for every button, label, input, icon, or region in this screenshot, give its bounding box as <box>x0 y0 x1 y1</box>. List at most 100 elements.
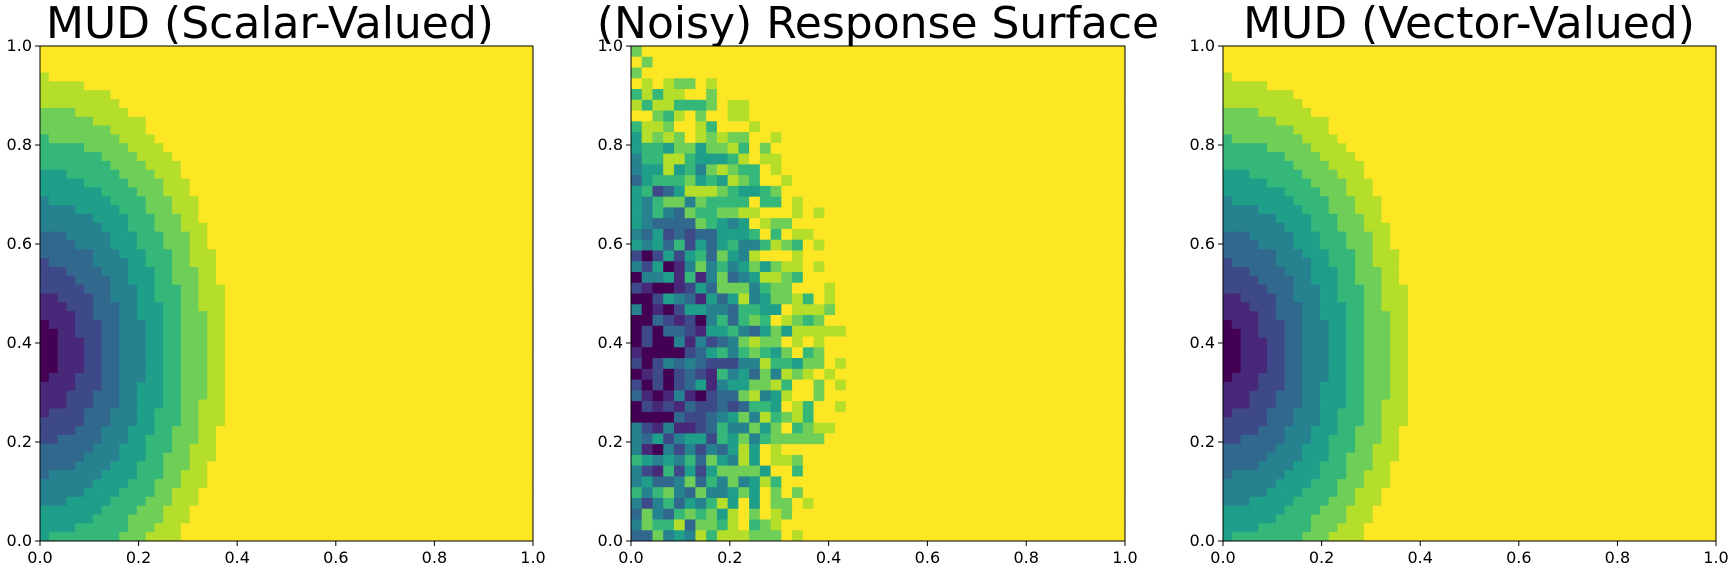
contour-cell <box>738 78 750 90</box>
contour-cell <box>942 358 954 370</box>
contour-cell <box>920 67 933 79</box>
contour-cell <box>856 164 868 176</box>
contour-cell <box>488 399 499 410</box>
contour-cell <box>260 355 270 365</box>
contour-cell <box>1082 164 1094 176</box>
contour-cell <box>84 213 94 224</box>
contour-cell <box>260 72 270 82</box>
contour-cell <box>365 302 376 312</box>
contour-cell <box>480 320 490 330</box>
contour-cell <box>251 390 261 401</box>
contour-cell <box>330 434 340 445</box>
contour-cell <box>453 470 464 480</box>
contour-cell <box>48 364 59 374</box>
contour-cell <box>128 72 138 82</box>
contour-cell <box>418 240 428 250</box>
contour-cell <box>286 346 296 356</box>
contour-cell <box>374 390 384 401</box>
contour-cell <box>207 275 217 286</box>
contour-cell <box>480 116 490 127</box>
contour-cell <box>910 282 922 295</box>
contour-cell <box>374 134 384 144</box>
contour-cell <box>277 160 288 171</box>
contour-cell <box>400 143 411 153</box>
contour-cell <box>233 364 244 374</box>
contour-cell <box>92 461 103 471</box>
contour-cell <box>339 152 349 162</box>
contour-cell <box>75 443 85 454</box>
contour-cell <box>641 433 654 445</box>
contour-cell <box>136 346 147 356</box>
x-tick-label: 0.0 <box>27 548 52 567</box>
contour-cell <box>198 373 208 383</box>
contour-cell <box>888 218 901 230</box>
contour-cell <box>436 187 446 197</box>
contour-cell <box>119 249 129 259</box>
contour-cell <box>409 99 420 109</box>
contour-cell <box>749 56 761 69</box>
contour-cell <box>321 266 332 277</box>
contour-cell <box>738 46 750 58</box>
contour-cell <box>242 205 252 215</box>
contour-cell <box>695 250 707 262</box>
contour-cell <box>878 347 890 359</box>
contour-cell <box>663 228 675 241</box>
contour-cell <box>738 121 750 133</box>
contour-cell <box>996 207 1008 219</box>
contour-cell <box>224 160 235 171</box>
contour-cell <box>84 240 94 250</box>
contour-cell <box>207 452 217 463</box>
contour-cell <box>1006 239 1019 252</box>
contour-cell <box>224 293 235 303</box>
contour-cell <box>110 222 120 233</box>
contour-cell <box>673 379 686 391</box>
contour-cell <box>207 46 217 56</box>
contour-cell <box>856 207 868 219</box>
contour-cell <box>66 417 76 427</box>
contour-cell <box>888 121 901 133</box>
contour-cell <box>356 116 367 127</box>
contour-cell <box>154 328 164 339</box>
contour-cell <box>480 63 490 74</box>
contour-cell <box>695 358 707 370</box>
contour-cell <box>145 134 156 144</box>
contour-cell <box>942 444 954 456</box>
contour-cell <box>57 81 68 91</box>
contour-cell <box>101 196 112 206</box>
contour-cell <box>1060 261 1072 273</box>
contour-cell <box>506 523 516 533</box>
contour-cell <box>348 72 358 82</box>
contour-cell <box>631 315 643 327</box>
contour-cell <box>260 311 270 321</box>
contour-cell <box>57 231 68 242</box>
contour-cell <box>92 213 103 224</box>
contour-cell <box>92 90 103 100</box>
contour-cell <box>974 196 986 209</box>
contour-cell <box>172 258 182 268</box>
contour-cell <box>453 258 464 268</box>
contour-cell <box>488 231 499 242</box>
contour-cell <box>1071 164 1083 176</box>
contour-cell <box>910 121 922 133</box>
contour-cell <box>1082 99 1094 112</box>
contour-cell <box>365 337 376 348</box>
contour-cell <box>931 271 944 284</box>
contour-cell <box>1049 153 1062 165</box>
contour-cell <box>75 320 85 330</box>
contour-cell <box>673 153 686 165</box>
contour-cell <box>224 249 235 259</box>
contour-cell <box>277 90 288 100</box>
contour-cell <box>488 46 499 56</box>
contour-cell <box>427 390 437 401</box>
contour-cell <box>781 46 793 58</box>
contour-cell <box>286 426 296 436</box>
contour-cell <box>348 63 358 74</box>
contour-cell <box>673 422 686 434</box>
contour-cell <box>75 417 85 427</box>
contour-cell <box>436 284 446 295</box>
contour-cell <box>920 444 933 456</box>
contour-cell <box>878 411 890 424</box>
contour-cell <box>163 320 173 330</box>
contour-cell <box>321 355 332 365</box>
contour-cell <box>101 311 112 321</box>
